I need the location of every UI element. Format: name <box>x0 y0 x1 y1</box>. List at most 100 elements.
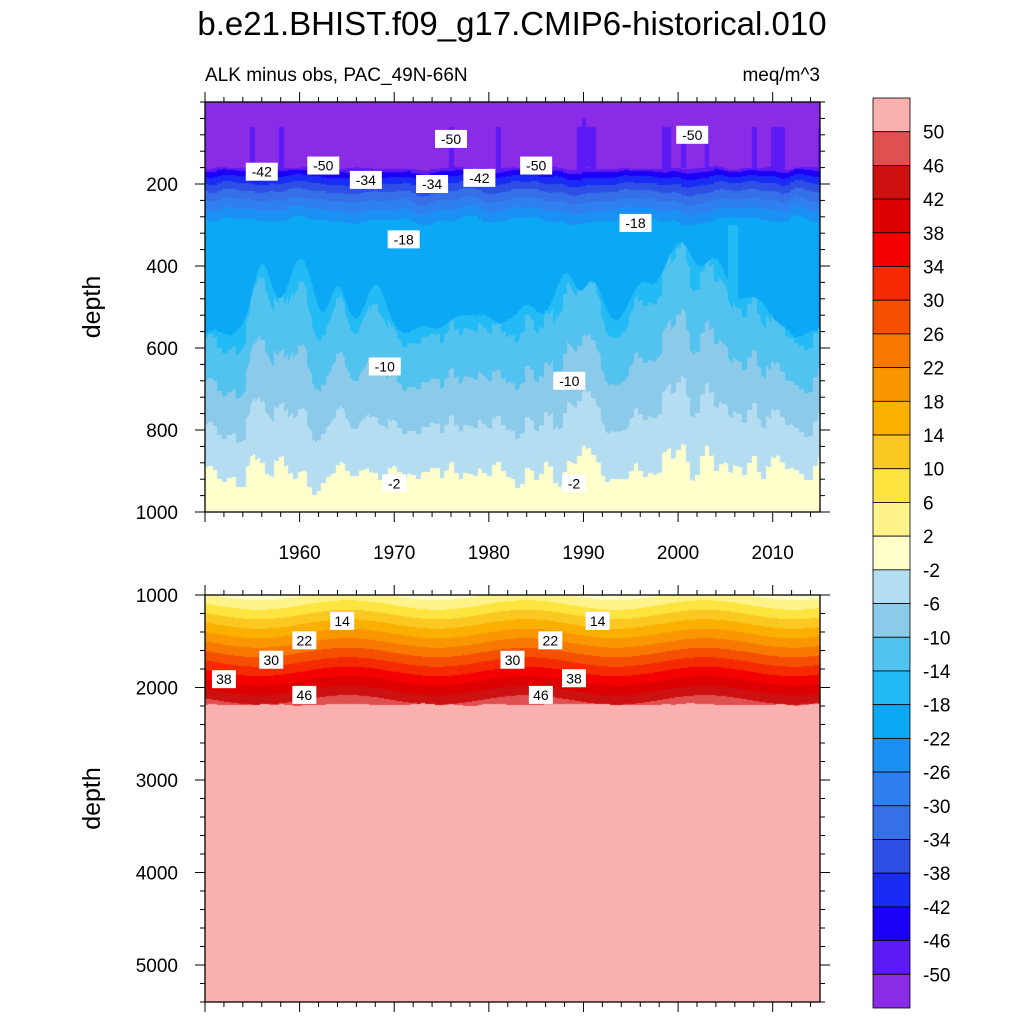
upper-contour-label-box <box>520 156 553 175</box>
upper-contour-label-text: -50 <box>682 127 702 143</box>
colorbar-label: -38 <box>923 864 950 885</box>
upper-contour-label-text: -50 <box>313 158 333 174</box>
lower-ylabel: depth <box>78 767 106 830</box>
upper-contour-label: -18 <box>387 230 420 249</box>
colorbar-label: -46 <box>923 932 950 953</box>
upper-xtick-label: 1960 <box>278 543 320 564</box>
lower-contour-label-box <box>585 611 610 630</box>
upper-contour-label: -10 <box>368 357 401 376</box>
colorbar-label: 42 <box>923 190 944 211</box>
colorbar-swatch <box>872 737 911 773</box>
lower-contour-label-box <box>562 669 586 688</box>
colorbar-label: 38 <box>923 224 944 245</box>
lower-contour-label-box <box>211 670 236 689</box>
main-title: b.e21.BHIST.f09_g17.CMIP6-historical.010 <box>197 5 826 42</box>
upper-contour-label-box <box>307 156 340 175</box>
colorbar-swatch <box>872 535 911 571</box>
colorbar-swatch <box>872 805 911 840</box>
upper-xtick-label: 2000 <box>657 543 699 564</box>
upper-contour-label: -50 <box>520 156 553 175</box>
colorbar-label: -34 <box>923 830 951 851</box>
colorbar-swatch <box>872 771 911 807</box>
lower-contour-label-text: 30 <box>505 652 521 668</box>
upper-contour-label-text: -34 <box>356 172 376 188</box>
upper-contour-label-text: -42 <box>252 164 272 180</box>
upper-contour-label-box <box>382 474 407 493</box>
upper-contour-label-box <box>676 125 709 144</box>
upper-contour-label-box <box>463 168 496 187</box>
upper-contour-label: -50 <box>676 125 709 144</box>
upper-field <box>205 102 820 512</box>
lower-contour-label: 46 <box>292 685 317 704</box>
lower-contour-label: 14 <box>330 611 355 630</box>
lower-contour-label: 22 <box>292 631 317 650</box>
upper-ylabel: depth <box>78 276 106 339</box>
colorbar-swatch <box>872 165 911 200</box>
colorbar-swatch <box>872 940 911 975</box>
upper-contour-label: -50 <box>435 129 467 148</box>
upper-contour-label: -2 <box>562 474 586 493</box>
upper-frame <box>204 101 821 513</box>
colorbar-label: 6 <box>923 493 934 514</box>
colorbar-label: -42 <box>923 898 950 919</box>
colorbar-label: -30 <box>923 797 950 818</box>
lower-contour-label-box <box>330 611 355 630</box>
upper-contour-label-box <box>435 129 467 148</box>
lower-contour-label-box <box>500 650 525 669</box>
lower-contour-label: 30 <box>259 650 284 669</box>
colorbar-swatch <box>872 434 911 470</box>
upper-contour-label-text: -50 <box>526 158 546 174</box>
colorbar-swatch <box>872 973 911 1009</box>
upper-xtick-label: 1970 <box>373 543 415 564</box>
lower-contour-label: 30 <box>500 650 525 669</box>
upper-contour-label-text: -10 <box>375 358 395 374</box>
upper-contour-label-box <box>368 357 401 376</box>
upper-contour-label-box <box>387 230 420 249</box>
lower-panel: 1000 2000 3000 4000 5000 depth 14 14 22 22 30 30 38 3… <box>78 585 830 1012</box>
upper-contour-label: -10 <box>553 371 586 390</box>
colorbar-swatch <box>872 266 911 301</box>
lower-contour-label-box <box>538 631 563 650</box>
colorbar-swatch <box>872 232 911 267</box>
upper-contour-label-text: -18 <box>394 231 414 247</box>
colorbar-swatch <box>872 603 911 638</box>
colorbar-swatch <box>872 299 911 335</box>
lower-contour-label-text: 22 <box>543 632 559 648</box>
lower-contour-label-text: 14 <box>334 613 350 629</box>
lower-ytick-label: 5000 <box>136 956 178 977</box>
colorbar-label: 26 <box>923 325 944 346</box>
lower-contour-label-box <box>259 650 284 669</box>
lower-ytick-label: 1000 <box>136 586 178 607</box>
lower-contour-label-box <box>292 631 317 650</box>
upper-contour-label-box <box>245 162 278 181</box>
colorbar: 50 46 42 38 34 30 26 22 18 14 10 6 2 -2 -6 -10 -14 -18 -22… <box>872 97 951 1009</box>
colorbar-label: -6 <box>923 595 940 616</box>
colorbar-label: -18 <box>923 696 950 717</box>
lower-contour-label-text: 14 <box>590 613 606 629</box>
upper-contour-label-text: -34 <box>422 176 442 192</box>
upper-ytick-label: 800 <box>146 421 178 442</box>
lower-ytick-label: 3000 <box>136 771 178 792</box>
colorbar-swatch <box>872 198 911 234</box>
upper-contour-label: -50 <box>307 156 340 175</box>
lower-contour-label-text: 30 <box>263 652 279 668</box>
colorbar-swatch <box>872 333 911 369</box>
lower-contour-label-text: 46 <box>297 687 313 703</box>
colorbar-label: -10 <box>923 628 950 649</box>
upper-contour-label: -2 <box>382 474 407 493</box>
upper-contour-label-text: -50 <box>441 131 461 147</box>
colorbar-swatch <box>872 906 911 941</box>
subtitle-right: meq/m^3 <box>742 65 820 86</box>
upper-ytick-label: 600 <box>146 339 178 360</box>
lower-contour-label: 38 <box>211 670 236 689</box>
colorbar-label: -22 <box>923 729 950 750</box>
lower-ytick-label: 2000 <box>136 679 178 700</box>
colorbar-label: 34 <box>923 258 945 279</box>
colorbar-swatch <box>872 502 911 537</box>
upper-contour-label: -42 <box>463 168 496 187</box>
colorbar-label: 14 <box>923 426 945 447</box>
colorbar-label: 18 <box>923 392 944 413</box>
colorbar-swatch <box>872 839 911 874</box>
lower-contour-label-text: 22 <box>297 632 313 648</box>
